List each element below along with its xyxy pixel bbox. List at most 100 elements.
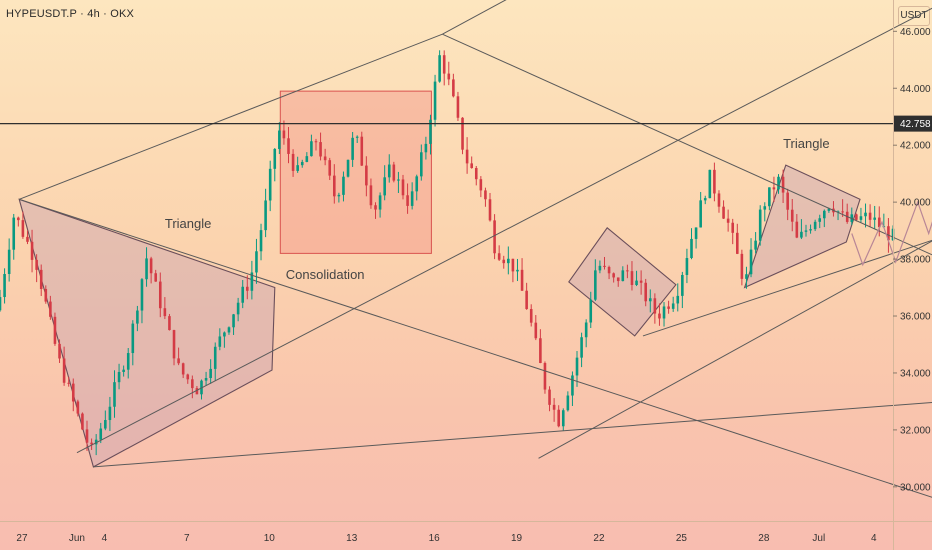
rising-support-line[interactable] [93, 396, 932, 468]
candle-body [351, 137, 354, 160]
candle-body [525, 290, 528, 310]
candle-body [328, 160, 332, 176]
candle-body [131, 323, 135, 354]
second-triangle-lower-extension[interactable] [642, 188, 932, 337]
candle-body [768, 187, 771, 207]
triangle-left[interactable] [18, 198, 276, 468]
descending-line-long[interactable] [19, 198, 932, 509]
candle-body [772, 187, 776, 190]
candle-body [158, 281, 162, 309]
flag-parallelogram[interactable] [568, 226, 677, 337]
candle-body [300, 161, 304, 166]
descending-line-major[interactable] [442, 33, 932, 290]
candle-body [323, 156, 327, 161]
candle-body [548, 389, 551, 405]
candle-body [126, 353, 130, 370]
mid-channel-line[interactable] [76, 6, 932, 454]
candle-body [433, 81, 437, 120]
candle-body [218, 336, 222, 347]
candle-body [607, 266, 611, 274]
candle-body [355, 136, 359, 138]
triangle-right[interactable] [743, 164, 861, 289]
candle-body [255, 251, 258, 273]
consolidation-box[interactable] [279, 90, 432, 254]
candle-body [62, 358, 66, 383]
candle-body [319, 142, 322, 157]
candle-body [639, 280, 643, 283]
candle-body [424, 143, 428, 153]
candle-body [653, 298, 657, 314]
candle-body [708, 169, 712, 199]
candle-body [191, 379, 194, 389]
candle-body [470, 163, 473, 169]
candle-body [726, 218, 730, 223]
currency-button[interactable]: USDT [898, 6, 930, 26]
candle-body [804, 230, 808, 232]
candle-body [333, 175, 336, 197]
candle-body [479, 179, 483, 191]
candle-body [594, 270, 597, 300]
candle-body [681, 274, 684, 296]
candle-body [635, 280, 638, 285]
candle-body [113, 382, 116, 407]
candle-body [26, 236, 29, 242]
upper-channel-line-1[interactable] [19, 33, 443, 200]
candle-body [809, 229, 812, 231]
candle-body [44, 288, 48, 302]
candle-body [502, 259, 506, 264]
candle-body [0, 297, 2, 311]
candle-body [694, 227, 698, 239]
x-axis[interactable]: 27Jun4710131619222528Jul4710131619222528 [0, 521, 932, 545]
candle-body [241, 286, 245, 303]
candle-body [626, 270, 629, 272]
candle-body [204, 378, 208, 381]
candle-body [589, 299, 593, 323]
candle-body [552, 404, 556, 410]
upper-channel-line-2[interactable] [442, 0, 632, 35]
candle-body [30, 241, 34, 260]
candle-body [67, 382, 70, 384]
candle-body [104, 420, 107, 429]
candle-body [658, 313, 661, 319]
candle-body [474, 168, 478, 180]
candle-body [703, 198, 707, 201]
candle-body [699, 200, 702, 228]
triangle-left-label: Triangle [165, 216, 211, 231]
y-tick-label: 46.000 [900, 27, 931, 38]
candle-body [859, 216, 863, 220]
y-axis[interactable]: 46.000 44.000 42.000 40.000 38.000 36.000 34.0… [893, 0, 931, 550]
candle-body [12, 217, 16, 250]
candle-body [507, 258, 510, 264]
candle-body [644, 282, 648, 302]
candle-body [209, 368, 212, 379]
candle-body [813, 221, 817, 230]
candles [0, 50, 895, 456]
candle-body [497, 253, 501, 260]
candle-body [346, 159, 350, 177]
y-tick-label: 34.000 [900, 368, 931, 379]
y-tick-label: 30.000 [900, 482, 931, 493]
candle-body [539, 338, 542, 363]
candle-body [465, 149, 469, 164]
candle-body [259, 230, 263, 252]
candle-body [690, 238, 693, 259]
candle-body [800, 231, 803, 238]
lower-channel-line[interactable] [538, 137, 932, 459]
candle-body [406, 195, 409, 206]
candle-body [855, 214, 858, 220]
candle-body [35, 259, 38, 270]
candle-body [236, 302, 240, 315]
candle-body [392, 164, 396, 181]
candle-body [337, 194, 341, 197]
candle-body [39, 269, 43, 289]
candle-body [58, 343, 61, 359]
candle-body [722, 206, 725, 219]
candle-body [53, 316, 57, 344]
candle-body [598, 265, 602, 271]
candle-body [841, 211, 844, 213]
candle-body [873, 217, 876, 220]
annotations: Triangle Consolidation Triangle [165, 136, 830, 282]
candle-body [378, 195, 382, 210]
